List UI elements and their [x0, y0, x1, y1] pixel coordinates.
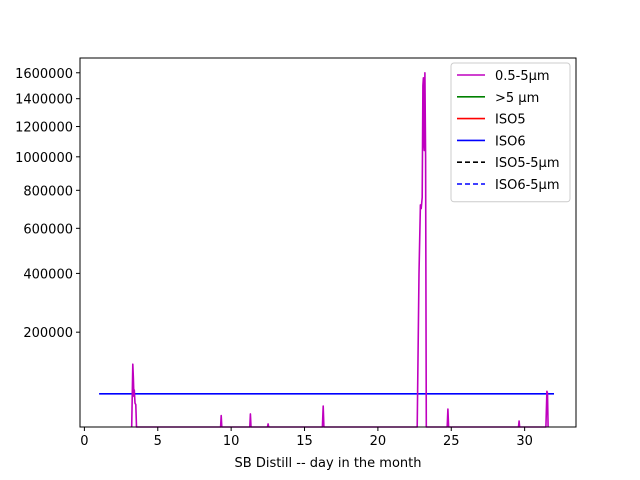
legend-frame — [450, 62, 571, 203]
x-tick-label: 30 — [516, 434, 533, 449]
y-tick-label: 1000000 — [15, 151, 73, 166]
y-tick-label: 1600000 — [15, 67, 73, 82]
x-tick-label: 15 — [296, 434, 313, 449]
y-tick-label: 1200000 — [15, 121, 73, 136]
x-axis-title: SB Distill -- day in the month — [235, 456, 422, 471]
y-tick-label: 1400000 — [15, 93, 73, 108]
legend: 0.5-5µm >5 µm ISO5 ISO6 ISO5-5µm ISO6-5µm — [450, 62, 571, 203]
x-tick-label: 5 — [154, 434, 162, 449]
y-tick-label: 200000 — [23, 326, 73, 341]
x-tick-label: 10 — [223, 434, 240, 449]
legend-label: ISO5-5µm — [495, 156, 560, 171]
y-tick-label: 400000 — [23, 267, 73, 282]
y-axis: 200000 400000 600000 800000 1000000 1200000 14… — [15, 67, 80, 341]
legend-label: ISO5 — [495, 113, 526, 128]
legend-label: ISO6 — [495, 134, 526, 149]
x-tick-label: 0 — [80, 434, 88, 449]
legend-label: >5 µm — [495, 91, 539, 106]
legend-label: 0.5-5µm — [495, 69, 550, 84]
plot-frame — [79, 57, 577, 428]
y-tick-label: 800000 — [23, 184, 73, 199]
legend-label: ISO6-5µm — [495, 178, 560, 193]
x-axis: 0 5 10 15 20 25 30 — [80, 427, 533, 449]
y-tick-label: 600000 — [23, 222, 73, 237]
x-tick-label: 20 — [370, 434, 387, 449]
x-tick-label: 25 — [443, 434, 460, 449]
